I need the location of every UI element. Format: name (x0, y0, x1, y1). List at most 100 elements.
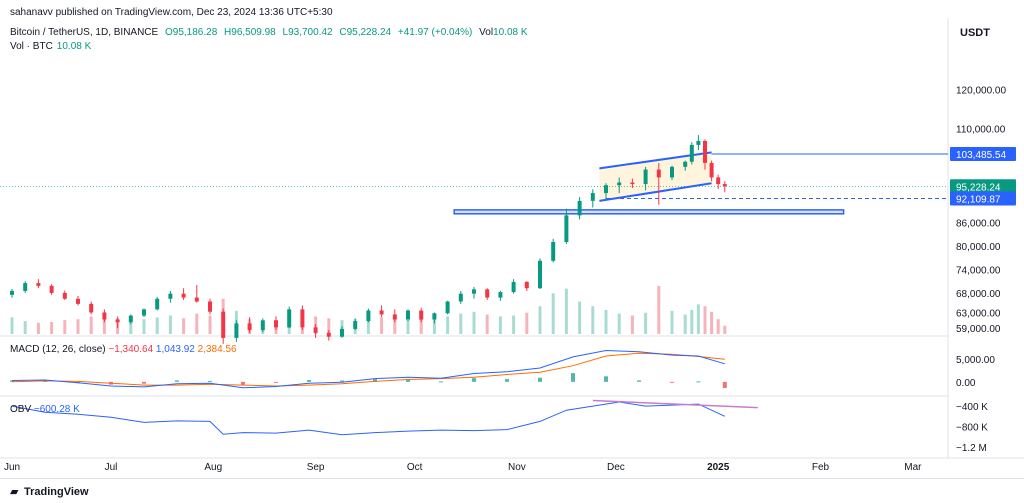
support-zone (453, 209, 845, 215)
symbol-name[interactable]: Bitcoin / TetherUS, 1D, BINANCE (10, 27, 159, 38)
candle-body (181, 293, 186, 298)
candle-body (511, 281, 516, 293)
candle-body (208, 301, 212, 312)
candle-body (128, 315, 133, 323)
volume-bar (644, 312, 648, 334)
time-tick-label: Mar (904, 462, 922, 473)
price-badge-label: 92,109.87 (956, 195, 1001, 206)
macd-hist-bar (241, 381, 245, 385)
volume-bar (10, 317, 14, 334)
candle-body (221, 311, 226, 338)
volume-bar (446, 316, 450, 334)
volume-bar (696, 304, 700, 334)
candle-body (36, 283, 41, 286)
candle-body (353, 321, 358, 329)
macd-hist-bar (538, 377, 542, 382)
price-chart[interactable]: 59,000.00 63,000.00 68,000.00 74,000.00 80,0… (0, 0, 1024, 478)
volume-bar (129, 320, 133, 334)
candle-body (366, 310, 371, 322)
volume-bar (670, 310, 674, 334)
tv-logo-icon: ▰ (10, 486, 19, 498)
candle-body (432, 313, 437, 320)
candle-body (406, 310, 410, 320)
time-tick-label: Oct (407, 462, 423, 473)
time-tick-label: Feb (812, 462, 830, 473)
macd-hist-bar (10, 380, 14, 382)
macd-hist-bar (637, 380, 641, 382)
volume-value: 10.08 K (493, 27, 528, 38)
candle-body (260, 320, 265, 331)
macd-hist-bar (472, 378, 476, 382)
candle-body (683, 161, 688, 167)
macd-hist-bar (340, 380, 344, 382)
candle-body (76, 298, 80, 304)
macd-title[interactable]: MACD (12, 26, close) −1,340.64 1,043.92 … (10, 344, 237, 355)
candle-body (142, 309, 146, 316)
volume-bar (155, 317, 159, 334)
macd-hist-value: −1,340.64 (108, 344, 154, 355)
macd-hist-bar (175, 380, 179, 382)
volume-bar (142, 319, 146, 334)
volume-bar (703, 306, 707, 334)
macd-hist-bar (43, 380, 47, 382)
candle-body (716, 177, 721, 185)
time-tick-label: Sep (307, 462, 325, 473)
volume-bar (89, 316, 93, 334)
price-tick-label: 86,000.00 (956, 218, 1001, 229)
candle-body (709, 162, 714, 178)
currency-label[interactable]: USDT (960, 27, 990, 39)
volume-bar (690, 309, 694, 334)
macd-hist-bar (406, 379, 410, 382)
tradingview-logo[interactable]: ▰ TradingView (10, 485, 89, 498)
volume-bar (432, 319, 436, 334)
candle-body (274, 320, 278, 328)
volume-bar (538, 306, 542, 334)
volume-bar (604, 309, 608, 334)
candle-body (89, 303, 94, 313)
volume-indicator-label: Vol · BTC (10, 41, 53, 52)
volume-bar (683, 314, 687, 334)
price-tick-label: 120,000.00 (956, 85, 1006, 96)
obv-tick-label: −800 K (956, 423, 988, 434)
price-badge (950, 146, 1016, 161)
candle-body (643, 169, 648, 185)
macd-tick-label: 5,000.00 (956, 355, 995, 366)
candle-body (340, 328, 344, 337)
candle-body (234, 323, 239, 338)
macd-hist-bar (208, 380, 212, 382)
price-tick-label: 68,000.00 (956, 289, 1001, 300)
volume-indicator-title[interactable]: Vol · BTC 10.08 K (10, 41, 91, 52)
candle-body (287, 309, 292, 328)
macd-hist-bar (274, 381, 278, 383)
candle-body (524, 281, 529, 289)
macd-signal-value: 2,384.56 (197, 344, 237, 355)
time-tick-label: Jul (105, 462, 118, 473)
macd-hist-bar (571, 373, 575, 382)
time-tick-label: Aug (204, 462, 222, 473)
candle-body (722, 184, 727, 187)
volume-bar (485, 314, 489, 334)
symbol-header: Bitcoin / TetherUS, 1D, BINANCE O95,186.… (10, 27, 528, 38)
volume-bar (498, 316, 502, 334)
macd-hist-bar (722, 381, 727, 389)
macd-line-value: 1,043.92 (155, 344, 195, 355)
high-value: H96,509.98 (224, 27, 276, 38)
candle-body (696, 140, 701, 145)
price-tick-label: 74,000.00 (956, 265, 1001, 276)
volume-bar (327, 318, 331, 334)
low-value: L93,700.42 (282, 27, 333, 38)
price-tick-label: 110,000.00 (956, 124, 1006, 135)
obv-title[interactable]: OBV −600.28 K (10, 404, 80, 415)
volume-bar (716, 319, 720, 334)
obv-line (11, 401, 726, 436)
candle-body (656, 169, 661, 178)
publish-line: sahanavv published on TradingView.com, D… (10, 7, 333, 18)
macd-hist-bar (604, 376, 608, 382)
obv-label: OBV (10, 404, 32, 415)
candle-body (155, 298, 160, 310)
volume-label: Vol (479, 27, 494, 38)
price-tick-label: 80,000.00 (956, 242, 1001, 253)
volume-bar (23, 321, 27, 334)
channel-lower-line (599, 182, 712, 202)
candle-body (313, 327, 318, 333)
